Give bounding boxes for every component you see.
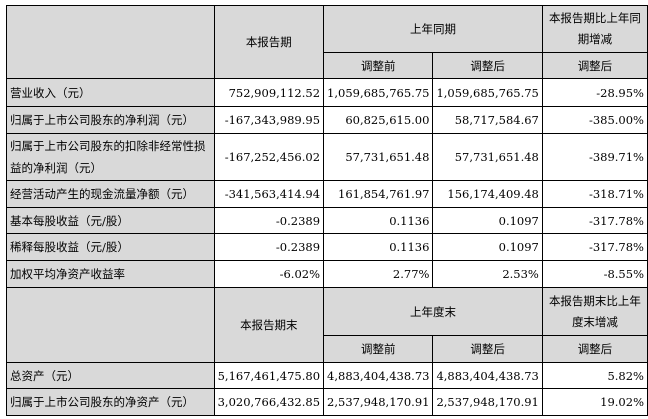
row-label: 归属于上市公司股东的净利润（元） <box>6 106 215 134</box>
cell-change: -317.78% <box>541 233 648 261</box>
header-change-sub: 调整后 <box>541 52 648 79</box>
row-label: 经营活动产生的现金流量净额（元） <box>6 180 215 208</box>
cell-after: 1,059,685,765.75 <box>432 78 543 107</box>
header2-change-sub: 调整后 <box>541 335 648 363</box>
header-subrow: 调整前 调整后 调整后 <box>7 52 648 79</box>
header-after: 调整后 <box>432 52 543 79</box>
header2-prior: 上年度末 <box>323 287 543 336</box>
cell-before: 2.77% <box>323 260 434 288</box>
cell-change: -318.71% <box>541 180 648 208</box>
table-row: 基本每股收益（元/股） -0.2389 0.1136 0.1097 -317.78% <box>6 207 648 234</box>
cell-current: 752,909,112.52 <box>213 78 325 107</box>
row-label: 归属于上市公司股东的扣除非经常性损益的净利润（元） <box>6 133 215 181</box>
row-label: 稀释每股收益（元/股） <box>6 233 215 261</box>
table-row: 经营活动产生的现金流量净额（元） -341,563,414.94 161,854,7… <box>6 180 648 208</box>
cell-before: 57,731,651.48 <box>323 133 434 181</box>
cell-before: 0.1136 <box>323 233 434 261</box>
cell-change: -8.55% <box>541 260 648 288</box>
cell-after: 156,174,409.48 <box>432 180 543 208</box>
cell-after: 2.53% <box>432 260 543 288</box>
table-row: 归属于上市公司股东的扣除非经常性损益的净利润（元） -167,252,456.02… <box>6 133 648 181</box>
header2-current: 本报告期末 <box>213 287 325 363</box>
cell-current: 5,167,461,475.80 <box>213 362 325 389</box>
header-blank <box>6 5 215 79</box>
cell-after: 0.1097 <box>432 233 543 261</box>
table-row: 总资产（元） 5,167,461,475.80 4,883,404,438.73 4,… <box>6 362 648 389</box>
cell-current: -167,252,456.02 <box>213 133 325 181</box>
table-row: 加权平均净资产收益率 -6.02% 2.77% 2.53% -8.55% <box>6 260 648 288</box>
cell-change: 19.02% <box>541 388 648 416</box>
table-row: 营业收入（元） 752,909,112.52 1,059,685,765.75 1,0… <box>6 78 648 107</box>
header2-blank <box>6 287 215 363</box>
cell-before: 161,854,761.97 <box>323 180 434 208</box>
cell-after: 0.1097 <box>432 207 543 234</box>
header-change: 本报告期比上年同期增减 <box>541 5 648 53</box>
cell-current: 3,020,766,432.85 <box>213 388 325 416</box>
cell-change: -385.00% <box>541 106 648 134</box>
cell-current: -0.2389 <box>213 207 325 234</box>
header-row-2: 本报告期末 上年度末 本报告期末比上年度末增减 <box>6 287 648 363</box>
cell-change: -389.71% <box>541 133 648 181</box>
table-row: 归属于上市公司股东的净资产（元） 3,020,766,432.85 2,537,94… <box>6 388 648 416</box>
cell-before: 2,537,948,170.91 <box>323 388 434 416</box>
header2-after: 调整后 <box>432 335 543 363</box>
row-label: 营业收入（元） <box>6 78 215 107</box>
header-current: 本报告期 <box>213 5 325 79</box>
cell-current: -0.2389 <box>213 233 325 261</box>
cell-before: 4,883,404,438.73 <box>323 362 434 389</box>
table-row: 稀释每股收益（元/股） -0.2389 0.1136 0.1097 -317.78% <box>6 233 648 261</box>
cell-before: 60,825,615.00 <box>323 106 434 134</box>
row-label: 基本每股收益（元/股） <box>6 207 215 234</box>
cell-current: -341,563,414.94 <box>213 180 325 208</box>
header2-change: 本报告期末比上年度末增减 <box>541 287 648 336</box>
cell-after: 57,731,651.48 <box>432 133 543 181</box>
cell-before: 0.1136 <box>323 207 434 234</box>
header-row: 本报告期 上年同期 本报告期比上年同期增减 <box>6 5 648 79</box>
header-subrow-2: 调整前 调整后 调整后 <box>7 335 648 363</box>
financial-summary-table: 本报告期 上年同期 本报告期比上年同期增减 调整前 调整后 调整后 营业收入（元… <box>6 5 648 416</box>
table-row: 归属于上市公司股东的净利润（元） -167,343,989.95 60,825,61… <box>6 106 648 134</box>
cell-change: 5.82% <box>541 362 648 389</box>
cell-change: -28.95% <box>541 78 648 107</box>
cell-current: -167,343,989.95 <box>213 106 325 134</box>
cell-before: 1,059,685,765.75 <box>323 78 434 107</box>
header-prior: 上年同期 <box>323 5 543 53</box>
cell-after: 2,537,948,170.91 <box>432 388 543 416</box>
row-label: 总资产（元） <box>6 362 215 389</box>
row-label: 加权平均净资产收益率 <box>6 260 215 288</box>
header-before: 调整前 <box>323 52 434 79</box>
cell-after: 58,717,584.67 <box>432 106 543 134</box>
cell-change: -317.78% <box>541 207 648 234</box>
cell-current: -6.02% <box>213 260 325 288</box>
row-label: 归属于上市公司股东的净资产（元） <box>6 388 215 416</box>
cell-after: 4,883,404,438.73 <box>432 362 543 389</box>
header2-before: 调整前 <box>323 335 434 363</box>
